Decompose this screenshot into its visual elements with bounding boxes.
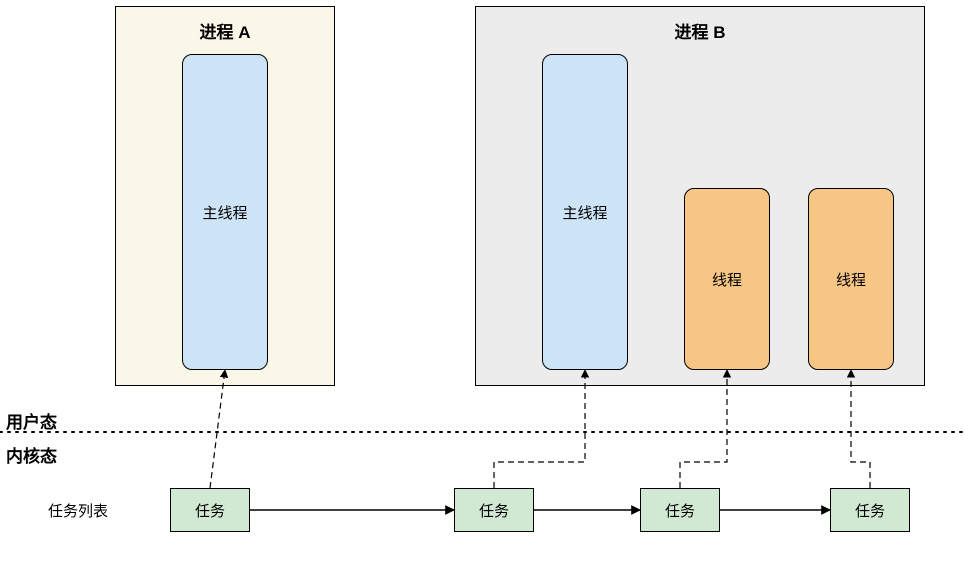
process-a-main-thread-label: 主线程: [202, 202, 247, 223]
process-b-title: 进程 B: [475, 18, 925, 43]
process-b-thread-2-label: 线程: [836, 269, 866, 290]
diagram-canvas: 进程 A 主线程 进程 B 主线程 线程 线程 用户态 内核态 任务列表 任务 …: [0, 0, 965, 576]
task-list-label: 任务列表: [48, 500, 108, 521]
task-4-label: 任务: [855, 500, 885, 521]
process-b-main-thread-label: 主线程: [562, 202, 607, 223]
task-1-label: 任务: [195, 500, 225, 521]
task-2: 任务: [454, 488, 534, 532]
process-b-thread-2: 线程: [808, 188, 894, 370]
process-a-title: 进程 A: [115, 18, 335, 43]
kernel-space-label: 内核态: [6, 442, 57, 467]
process-b-thread-1: 线程: [684, 188, 770, 370]
process-b-thread-1-label: 线程: [712, 269, 742, 290]
task-4: 任务: [830, 488, 910, 532]
task-3: 任务: [640, 488, 720, 532]
task-2-label: 任务: [479, 500, 509, 521]
process-b-main-thread: 主线程: [542, 54, 628, 370]
user-space-label: 用户态: [6, 408, 57, 433]
process-a-main-thread: 主线程: [182, 54, 268, 370]
task-1: 任务: [170, 488, 250, 532]
task-3-label: 任务: [665, 500, 695, 521]
